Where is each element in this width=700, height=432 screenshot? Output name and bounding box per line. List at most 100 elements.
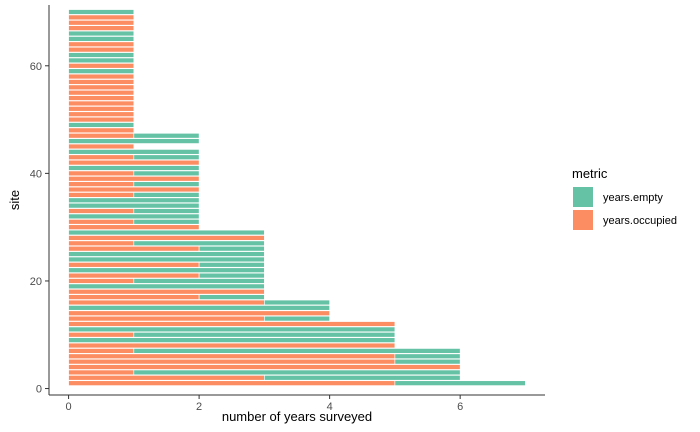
bar-years-empty-site-25 (68, 251, 265, 257)
bar-years-occupied-site-3 (68, 369, 135, 376)
bar-years-empty-site-2 (264, 375, 461, 381)
bars (68, 9, 526, 386)
bar-years-empty-site-11 (68, 326, 396, 333)
bar-years-empty-site-3 (133, 369, 461, 376)
bar-years-occupied-site-38 (68, 181, 135, 187)
bar-years-occupied-site-21 (68, 272, 200, 279)
bar-years-occupied-site-6 (68, 353, 396, 359)
bar-years-empty-site-6 (394, 353, 461, 359)
bar-years-empty-site-24 (68, 256, 265, 263)
bar-years-empty-site-19 (68, 283, 265, 290)
y-tick-label: 60 (30, 61, 42, 73)
bar-years-empty-site-70 (68, 9, 135, 15)
bar-years-occupied-site-40 (68, 170, 135, 177)
bar-years-occupied-site-1 (68, 380, 396, 386)
bar-years-occupied-site-55 (68, 89, 135, 96)
bar-years-occupied-site-69 (68, 14, 135, 21)
bar-years-occupied-site-42 (68, 159, 200, 166)
bar-years-occupied-site-68 (68, 20, 135, 26)
bar-years-occupied-site-10 (68, 332, 135, 338)
bar-years-empty-site-16 (264, 299, 330, 306)
bar-years-occupied-site-60 (68, 63, 135, 69)
x-tick-label: 0 (66, 401, 72, 413)
bar-years-empty-site-32 (68, 213, 200, 220)
legend: metric years.empty years.occupied (572, 166, 677, 230)
bar-years-occupied-site-31 (68, 219, 135, 225)
bar-years-occupied-site-4 (68, 364, 461, 370)
bar-years-occupied-site-33 (68, 208, 135, 214)
bar-years-empty-site-40 (133, 170, 200, 177)
bar-years-occupied-site-8 (68, 342, 396, 349)
bar-years-empty-site-44 (68, 149, 200, 155)
bar-years-occupied-site-53 (68, 100, 135, 107)
legend-swatch-years-empty (573, 187, 593, 207)
bar-years-empty-site-23 (198, 262, 265, 268)
bar-years-empty-site-49 (68, 122, 135, 128)
bar-years-empty-site-22 (68, 267, 265, 273)
bar-years-occupied-site-5 (68, 358, 396, 365)
bar-years-empty-site-7 (133, 348, 461, 354)
bar-years-empty-site-34 (68, 202, 200, 209)
bar-years-occupied-site-45 (68, 143, 135, 150)
bar-years-occupied-site-37 (68, 186, 200, 193)
bar-years-empty-site-15 (68, 305, 330, 311)
y-tick-label: 40 (30, 168, 42, 180)
bar-years-empty-site-66 (68, 30, 135, 37)
bar-years-occupied-site-14 (68, 310, 330, 316)
bar-years-empty-site-59 (68, 68, 135, 74)
bar-years-empty-site-36 (133, 192, 200, 198)
bar-years-empty-site-46 (68, 138, 200, 144)
bar-years-empty-site-13 (264, 315, 330, 322)
plot-area: 0 2 4 6 0 20 40 60 (30, 5, 545, 413)
bar-years-occupied-site-16 (68, 299, 265, 306)
bar-years-occupied-site-27 (68, 240, 135, 247)
bar-years-occupied-site-51 (68, 111, 135, 117)
bar-years-empty-site-65 (68, 36, 135, 42)
bar-years-occupied-site-23 (68, 262, 200, 268)
bar-years-occupied-site-64 (68, 41, 135, 47)
bar-years-empty-site-10 (133, 332, 396, 338)
bar-years-empty-site-27 (133, 240, 265, 247)
bar-years-occupied-site-54 (68, 95, 135, 101)
bar-years-occupied-site-28 (68, 235, 265, 241)
bar-years-occupied-site-13 (68, 315, 265, 322)
legend-label-years-empty: years.empty (603, 192, 663, 204)
x-tick-label: 4 (327, 401, 333, 413)
bar-years-occupied-site-39 (68, 176, 200, 182)
bar-years-occupied-site-7 (68, 348, 135, 354)
bar-years-empty-site-29 (68, 229, 265, 236)
bar-years-empty-site-47 (133, 133, 200, 139)
bar-years-empty-site-35 (68, 197, 200, 203)
bar-years-occupied-site-52 (68, 106, 135, 112)
x-ticks: 0 2 4 6 (66, 395, 463, 413)
x-tick-label: 6 (457, 401, 463, 413)
x-tick-label: 2 (196, 401, 202, 413)
bar-years-empty-site-1 (394, 380, 526, 386)
bar-years-occupied-site-12 (68, 321, 396, 327)
bar-years-empty-site-20 (133, 278, 265, 284)
y-tick-label: 20 (30, 276, 42, 288)
bar-years-occupied-site-43 (68, 154, 135, 160)
bar-years-occupied-site-17 (68, 294, 200, 300)
bar-years-empty-site-26 (198, 245, 265, 252)
bar-years-occupied-site-2 (68, 375, 265, 381)
bar-years-empty-site-41 (68, 165, 200, 171)
bar-years-empty-site-33 (133, 208, 200, 214)
bar-years-occupied-site-30 (68, 224, 200, 230)
bar-years-occupied-site-48 (68, 127, 135, 134)
bar-years-occupied-site-67 (68, 25, 135, 31)
legend-title: metric (572, 166, 608, 181)
bar-years-occupied-site-63 (68, 46, 135, 53)
bar-years-empty-site-43 (133, 154, 200, 160)
y-axis-title: site (7, 190, 22, 210)
bar-years-occupied-site-20 (68, 278, 135, 284)
y-tick-label: 0 (36, 384, 42, 396)
bar-years-empty-site-31 (133, 219, 200, 225)
bar-years-occupied-site-56 (68, 84, 135, 91)
bar-years-empty-site-61 (68, 57, 135, 64)
bar-years-occupied-site-58 (68, 73, 135, 80)
y-ticks: 0 20 40 60 (30, 61, 49, 396)
bar-years-occupied-site-26 (68, 245, 200, 252)
bar-years-occupied-site-36 (68, 192, 135, 198)
